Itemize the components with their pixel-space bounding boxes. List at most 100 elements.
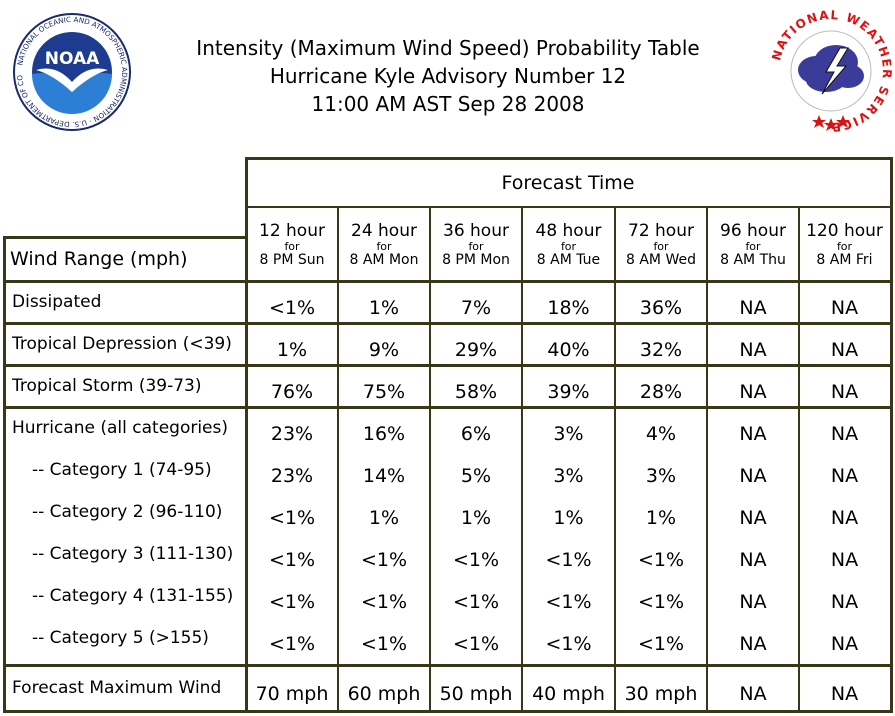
table-cell: <1% bbox=[545, 549, 592, 571]
table-cell: 4% bbox=[645, 423, 677, 445]
row-label: Tropical Depression (<39) bbox=[12, 334, 232, 354]
table-cell: 32% bbox=[639, 339, 683, 361]
table-cell: <1% bbox=[268, 633, 316, 655]
table-cell: <1% bbox=[268, 549, 316, 571]
column-header-for: for bbox=[284, 240, 300, 254]
table-cell: NA bbox=[830, 465, 859, 487]
table-cell: NA bbox=[739, 633, 767, 655]
table-cell: NA bbox=[830, 683, 859, 705]
table-cell: 1% bbox=[276, 339, 308, 361]
row-label: -- Category 5 (>155) bbox=[32, 628, 209, 648]
column-header: 48 hour for 8 AM Tue bbox=[523, 212, 614, 279]
table-border bbox=[798, 206, 800, 713]
row-label: -- Category 4 (131-155) bbox=[32, 586, 234, 606]
column-header-for: for bbox=[745, 240, 761, 254]
table-cell: NA bbox=[830, 549, 859, 571]
table-cell: NA bbox=[739, 423, 767, 445]
table-cell: 18% bbox=[547, 297, 590, 319]
row-label: Forecast Maximum Wind bbox=[12, 678, 222, 698]
table-border bbox=[245, 157, 893, 160]
table-cell: 1% bbox=[368, 297, 400, 319]
table-cell: 5% bbox=[460, 465, 492, 487]
column-header-for: for bbox=[376, 240, 392, 254]
column-header-when: 8 AM Tue bbox=[536, 252, 601, 269]
row-label: Dissipated bbox=[12, 292, 102, 312]
table-cell: <1% bbox=[452, 591, 500, 613]
table-border bbox=[4, 280, 893, 283]
forecast-time-header: Forecast Time bbox=[501, 172, 635, 194]
column-header-hours: 48 hour bbox=[535, 221, 602, 242]
table-border bbox=[4, 710, 893, 713]
table-border bbox=[4, 322, 893, 325]
noaa-logo-icon: NATIONAL OCEANIC AND ATMOSPHERIC ADMINIS… bbox=[12, 12, 131, 131]
table-cell: <1% bbox=[637, 633, 685, 655]
column-header-when: 8 PM Sun bbox=[259, 252, 325, 269]
table-cell: 40 mph bbox=[532, 683, 605, 705]
table-cell: NA bbox=[739, 381, 767, 403]
column-header: 24 hour for 8 AM Mon bbox=[339, 212, 429, 279]
table-cell: 76% bbox=[270, 381, 314, 403]
table-cell: <1% bbox=[268, 297, 316, 319]
table-cell: 1% bbox=[645, 507, 677, 529]
column-header-for: for bbox=[468, 240, 484, 254]
table-border bbox=[614, 206, 616, 713]
table-cell: <1% bbox=[360, 633, 408, 655]
table-cell: NA bbox=[830, 591, 859, 613]
table-cell: <1% bbox=[637, 549, 685, 571]
table-cell: 23% bbox=[270, 465, 314, 487]
page-title: Intensity (Maximum Wind Speed) Probabili… bbox=[150, 34, 746, 118]
table-border bbox=[337, 206, 339, 713]
table-cell: NA bbox=[830, 423, 859, 445]
row-label: -- Category 1 (74-95) bbox=[32, 460, 212, 480]
table-cell: 14% bbox=[362, 465, 406, 487]
table-border bbox=[4, 664, 893, 667]
table-border bbox=[429, 206, 431, 713]
table-cell: 70 mph bbox=[255, 683, 329, 705]
table-border bbox=[890, 157, 893, 713]
table-cell: NA bbox=[830, 507, 859, 529]
table-cell: NA bbox=[830, 381, 859, 403]
table-cell: 3% bbox=[553, 423, 584, 445]
table-cell: 23% bbox=[270, 423, 314, 445]
table-cell: <1% bbox=[268, 507, 316, 529]
table-cell: 30 mph bbox=[624, 683, 698, 705]
table-cell: 16% bbox=[362, 423, 406, 445]
table-cell: <1% bbox=[637, 591, 685, 613]
column-header: 72 hour for 8 AM Wed bbox=[616, 212, 706, 279]
table-cell: 58% bbox=[454, 381, 498, 403]
column-header-when: 8 PM Mon bbox=[442, 252, 510, 269]
table-cell: NA bbox=[739, 549, 767, 571]
table-cell: NA bbox=[739, 507, 767, 529]
table-cell: 50 mph bbox=[439, 683, 513, 705]
table-cell: NA bbox=[739, 591, 767, 613]
column-header-hours: 12 hour bbox=[259, 221, 325, 242]
table-cell: 1% bbox=[460, 507, 492, 529]
column-header-when: 8 AM Thu bbox=[720, 252, 786, 269]
table-cell: 40% bbox=[547, 339, 590, 361]
table-cell: 3% bbox=[645, 465, 677, 487]
column-header-hours: 72 hour bbox=[628, 221, 694, 242]
table-cell: <1% bbox=[545, 591, 592, 613]
nws-logo-icon: NATIONAL WEATHER SERVICE bbox=[770, 10, 892, 132]
table-cell: NA bbox=[830, 297, 859, 319]
column-header-hours: 36 hour bbox=[443, 221, 509, 242]
row-label: -- Category 3 (111-130) bbox=[32, 544, 234, 564]
table-cell: 39% bbox=[547, 381, 590, 403]
table-border bbox=[521, 206, 523, 713]
column-header-hours: 24 hour bbox=[351, 221, 417, 242]
column-header: 120 hour for 8 AM Fri bbox=[800, 212, 889, 279]
table-cell: NA bbox=[830, 633, 859, 655]
title-line-1: Intensity (Maximum Wind Speed) Probabili… bbox=[196, 36, 700, 60]
table-cell: 60 mph bbox=[347, 683, 421, 705]
wind-range-header: Wind Range (mph) bbox=[10, 248, 188, 270]
table-cell: <1% bbox=[360, 591, 408, 613]
table-cell: NA bbox=[739, 297, 767, 319]
table-cell: <1% bbox=[360, 549, 408, 571]
table-border bbox=[4, 236, 246, 239]
table-cell: 9% bbox=[368, 339, 400, 361]
column-header-hours: 96 hour bbox=[720, 221, 786, 242]
table-cell: <1% bbox=[545, 633, 592, 655]
table-cell: NA bbox=[830, 339, 859, 361]
column-header-when: 8 AM Fri bbox=[816, 252, 873, 269]
column-header: 12 hour for 8 PM Sun bbox=[247, 212, 337, 279]
